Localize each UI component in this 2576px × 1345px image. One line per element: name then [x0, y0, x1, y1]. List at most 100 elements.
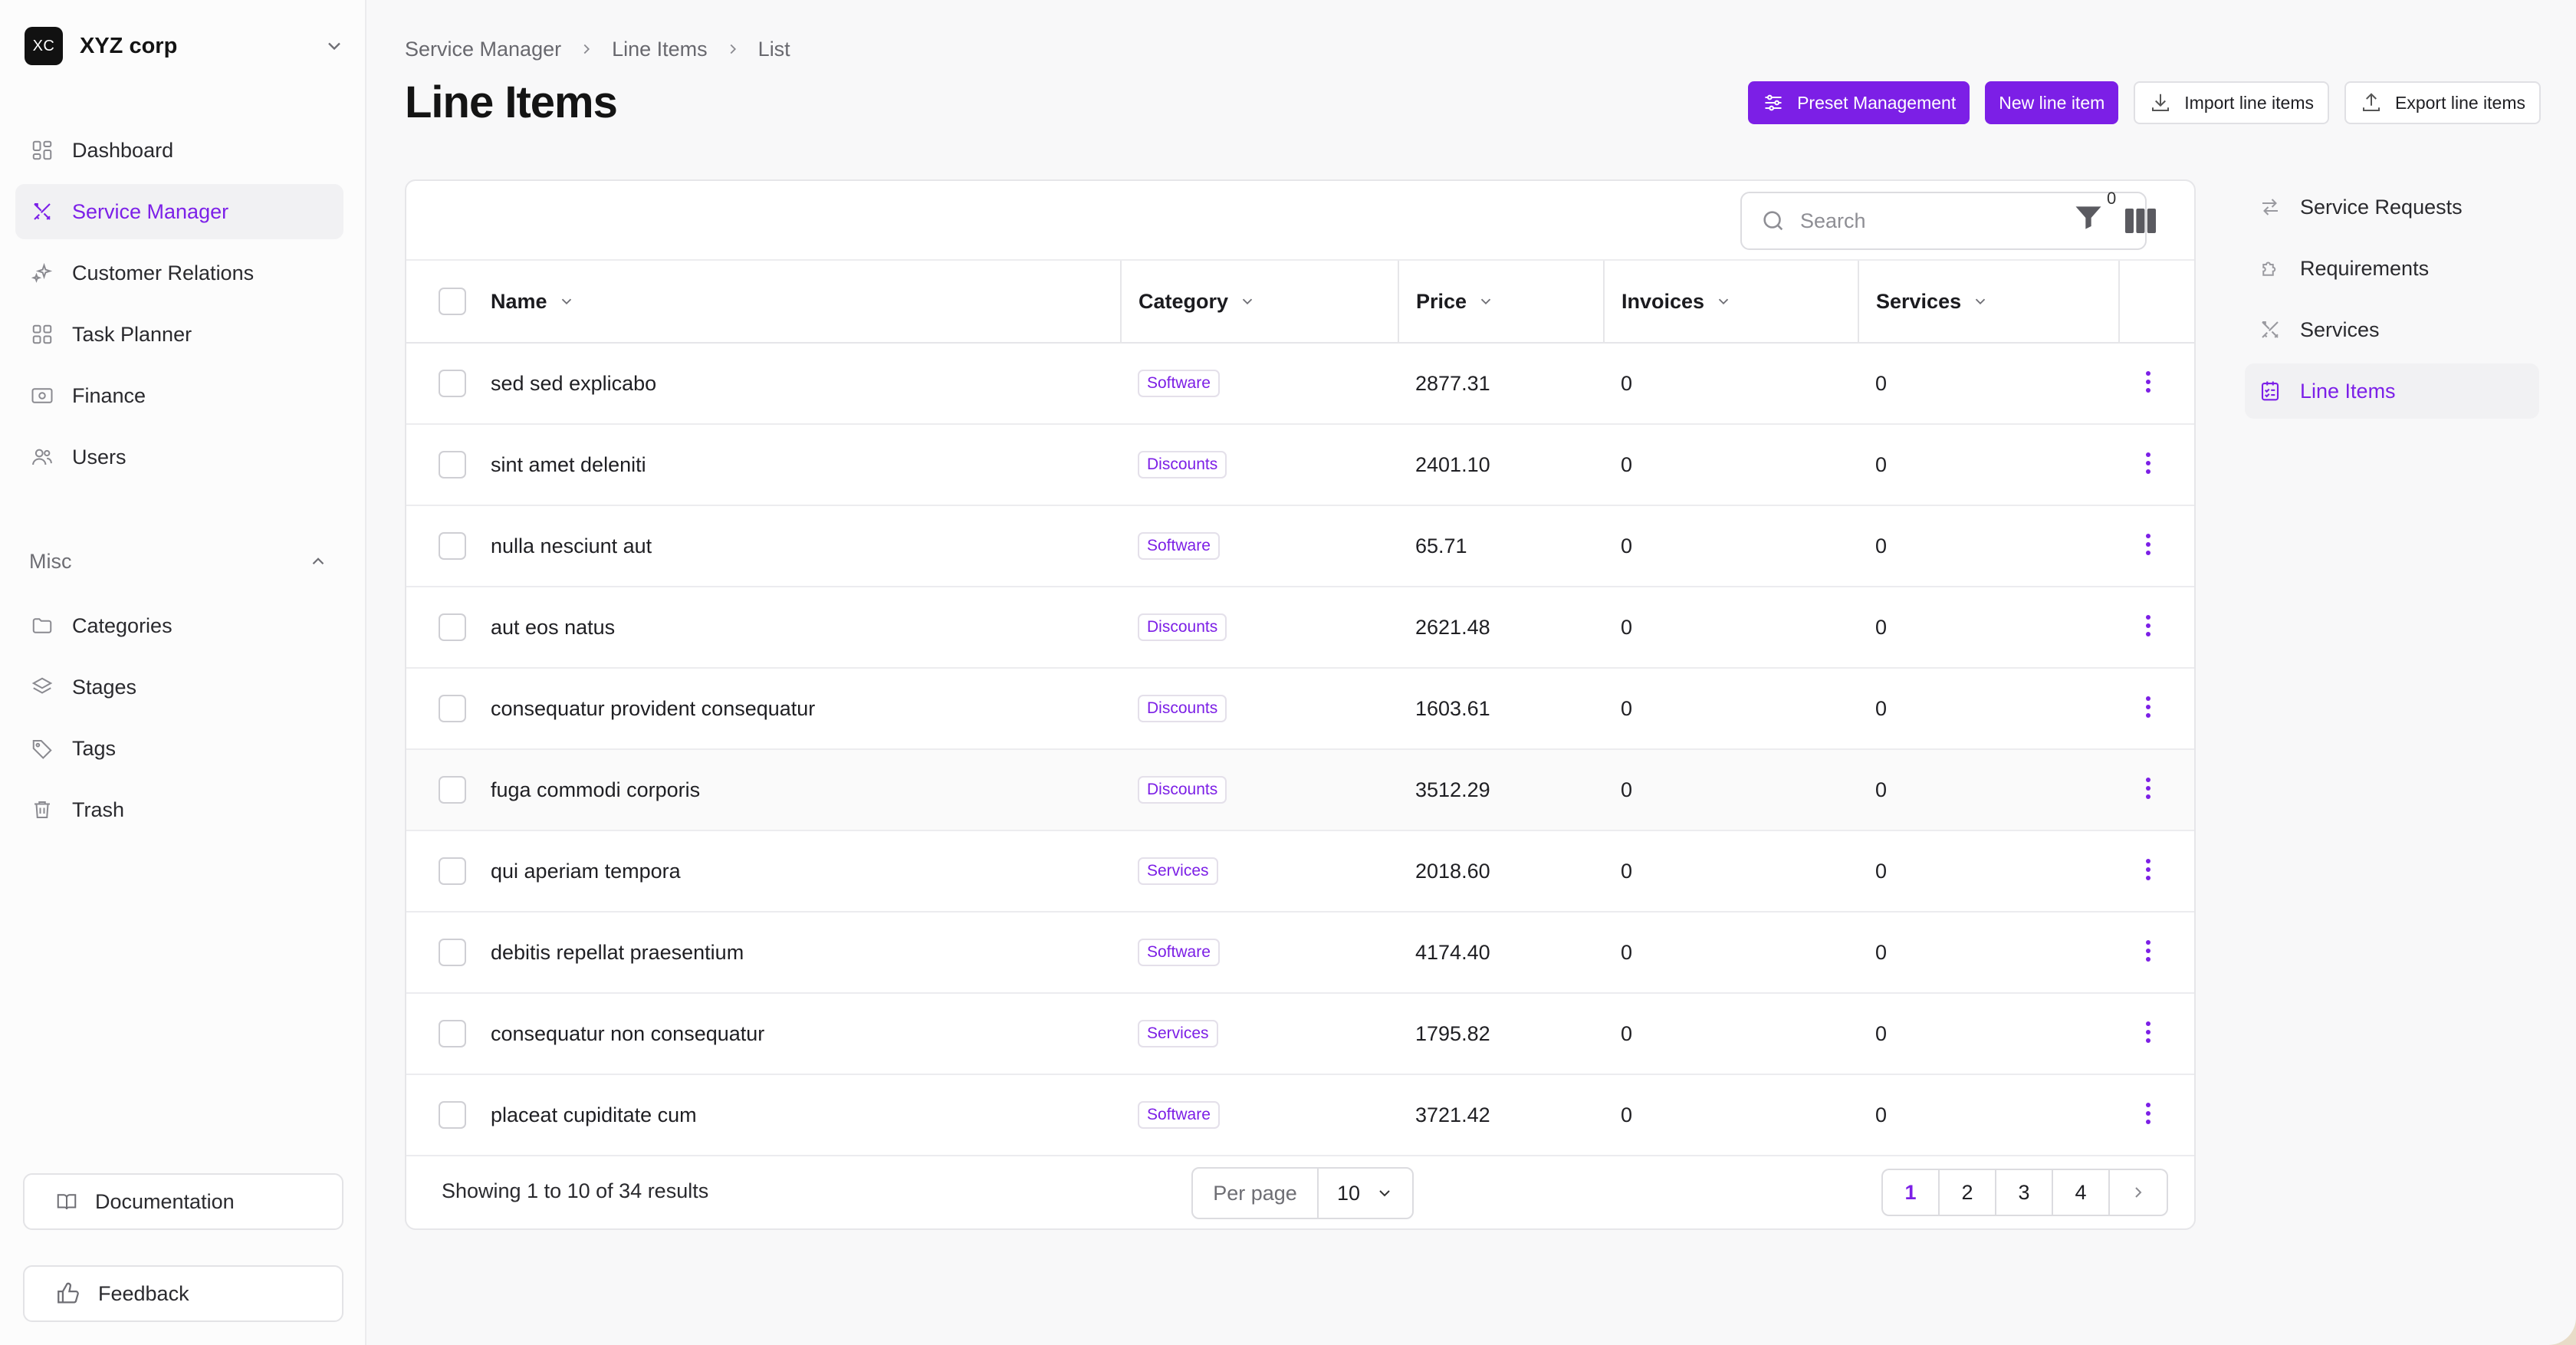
cell-category: Services: [1121, 993, 1398, 1074]
category-badge: Discounts: [1138, 451, 1227, 478]
sidebar-item-task-planner[interactable]: Task Planner: [15, 307, 343, 362]
line-items-table: Name Category Price Invoices Services se…: [406, 261, 2194, 1156]
sidebar-item-service-manager[interactable]: Service Manager: [15, 184, 343, 239]
filter-icon[interactable]: [2072, 201, 2105, 235]
row-menu-icon[interactable]: [2134, 531, 2162, 558]
row-menu-icon[interactable]: [2134, 368, 2162, 396]
column-header-price[interactable]: Price: [1398, 261, 1604, 343]
chevron-down-icon: [1242, 298, 1253, 305]
subnav-item-line-items[interactable]: Line Items: [2245, 363, 2539, 419]
row-menu-icon[interactable]: [2134, 774, 2162, 802]
row-checkbox[interactable]: [439, 1101, 466, 1129]
search-input[interactable]: [1800, 209, 2107, 233]
row-checkbox[interactable]: [439, 370, 466, 397]
row-checkbox[interactable]: [439, 613, 466, 641]
sidebar-item-label: Finance: [72, 383, 146, 407]
documentation-button[interactable]: Documentation: [23, 1173, 343, 1230]
search-icon: [1763, 211, 1783, 231]
cell-name: qui aperiam tempora: [491, 859, 681, 883]
sidebar-item-stages[interactable]: Stages: [15, 659, 343, 715]
export-line-items-button[interactable]: Export line items: [2344, 81, 2541, 124]
page-button-2[interactable]: 2: [1940, 1170, 1996, 1215]
page-button-1[interactable]: 1: [1883, 1170, 1940, 1215]
row-menu-icon[interactable]: [2134, 937, 2162, 965]
sidebar-item-customer-relations[interactable]: Customer Relations: [15, 245, 343, 301]
users-icon: [29, 444, 55, 470]
table-row[interactable]: placeat cupiditate cum Software 3721.42 0 0: [406, 1074, 2194, 1156]
sidebar-item-tags[interactable]: Tags: [15, 721, 343, 776]
columns-icon[interactable]: [2125, 209, 2156, 233]
category-badge: Services: [1138, 1020, 1218, 1047]
table-row[interactable]: aut eos natus Discounts 2621.48 0 0: [406, 587, 2194, 668]
subnav-item-requirements[interactable]: Requirements: [2245, 241, 2539, 296]
org-switcher[interactable]: XC XYZ corp: [25, 26, 345, 66]
table-row[interactable]: consequatur non consequatur Services 1795.…: [406, 993, 2194, 1074]
cell-actions: [2119, 587, 2194, 668]
sidebar-item-label: Trash: [72, 797, 125, 821]
table-row[interactable]: consequatur provident consequatur Discoun…: [406, 668, 2194, 749]
breadcrumb-item[interactable]: Line Items: [612, 37, 708, 61]
page-button-4[interactable]: 4: [2053, 1170, 2110, 1215]
cell-category: Discounts: [1121, 587, 1398, 668]
cell-actions: [2119, 830, 2194, 912]
search-box: [1740, 192, 2147, 250]
preset-management-button[interactable]: Preset Management: [1748, 81, 1970, 124]
sidebar-item-dashboard[interactable]: Dashboard: [15, 123, 343, 178]
subnav-item-services[interactable]: Services: [2245, 302, 2539, 357]
cell-name: sed sed explicabo: [491, 371, 657, 395]
sidebar-item-trash[interactable]: Trash: [15, 782, 343, 837]
column-header-name[interactable]: Name: [491, 261, 1121, 343]
cell-actions: [2119, 505, 2194, 587]
breadcrumb-item[interactable]: Service Manager: [405, 37, 562, 61]
row-menu-icon[interactable]: [2134, 1018, 2162, 1046]
cell-actions: [2119, 668, 2194, 749]
row-checkbox[interactable]: [439, 939, 466, 966]
cell-invoices: 0: [1621, 371, 1633, 395]
cell-name: placeat cupiditate cum: [491, 1103, 697, 1126]
table-row[interactable]: sed sed explicabo Software 2877.31 0 0: [406, 343, 2194, 424]
misc-section-toggle[interactable]: Misc: [29, 546, 328, 577]
cell-price: 2018.60: [1415, 859, 1490, 883]
column-header-services[interactable]: Services: [1858, 261, 2119, 343]
row-checkbox[interactable]: [439, 451, 466, 478]
filter-count-badge: 0: [2107, 189, 2117, 208]
table-body: sed sed explicabo Software 2877.31 0 0 sint a…: [406, 343, 2194, 1156]
cell-name: consequatur non consequatur: [491, 1021, 765, 1045]
column-header-category[interactable]: Category: [1120, 261, 1398, 343]
cell-price: 3721.42: [1415, 1103, 1490, 1126]
table-row[interactable]: qui aperiam tempora Services 2018.60 0 0: [406, 830, 2194, 912]
row-menu-icon[interactable]: [2134, 856, 2162, 883]
cell-invoices: 0: [1621, 859, 1633, 883]
new-line-item-button[interactable]: New line item: [1985, 81, 2119, 124]
table-row[interactable]: nulla nesciunt aut Software 65.71 0 0: [406, 505, 2194, 587]
row-menu-icon[interactable]: [2134, 1100, 2162, 1127]
chevron-down-icon: [328, 42, 340, 51]
row-menu-icon[interactable]: [2134, 612, 2162, 640]
cell-services: 0: [1875, 1103, 1888, 1126]
row-menu-icon[interactable]: [2134, 693, 2162, 721]
sidebar-item-categories[interactable]: Categories: [15, 598, 343, 653]
table-row[interactable]: fuga commodi corporis Discounts 3512.29 0 0: [406, 749, 2194, 830]
per-page-select[interactable]: Per page 10: [1191, 1167, 1414, 1219]
per-page-value-wrap[interactable]: 10: [1319, 1182, 1412, 1205]
select-all-checkbox[interactable]: [439, 288, 466, 315]
row-menu-icon[interactable]: [2134, 449, 2162, 477]
row-checkbox[interactable]: [439, 532, 466, 560]
row-select-cell: [406, 830, 491, 912]
import-line-items-button[interactable]: Import line items: [2134, 81, 2329, 124]
page-button-3[interactable]: 3: [1996, 1170, 2053, 1215]
row-checkbox[interactable]: [439, 1020, 466, 1047]
sidebar-item-finance[interactable]: Finance: [15, 368, 343, 423]
row-checkbox[interactable]: [439, 695, 466, 722]
sidebar-item-users[interactable]: Users: [15, 429, 343, 485]
next-page-button[interactable]: [2110, 1170, 2167, 1215]
cell-services: 0: [1875, 615, 1888, 639]
row-checkbox[interactable]: [439, 776, 466, 804]
column-header-invoices[interactable]: Invoices: [1603, 261, 1858, 343]
table-row[interactable]: sint amet deleniti Discounts 2401.10 0 0: [406, 424, 2194, 505]
feedback-button[interactable]: Feedback: [23, 1265, 343, 1322]
row-checkbox[interactable]: [439, 857, 466, 885]
table-row[interactable]: debitis repellat praesentium Software 4174…: [406, 912, 2194, 993]
subnav-item-service-requests[interactable]: Service Requests: [2245, 179, 2539, 235]
